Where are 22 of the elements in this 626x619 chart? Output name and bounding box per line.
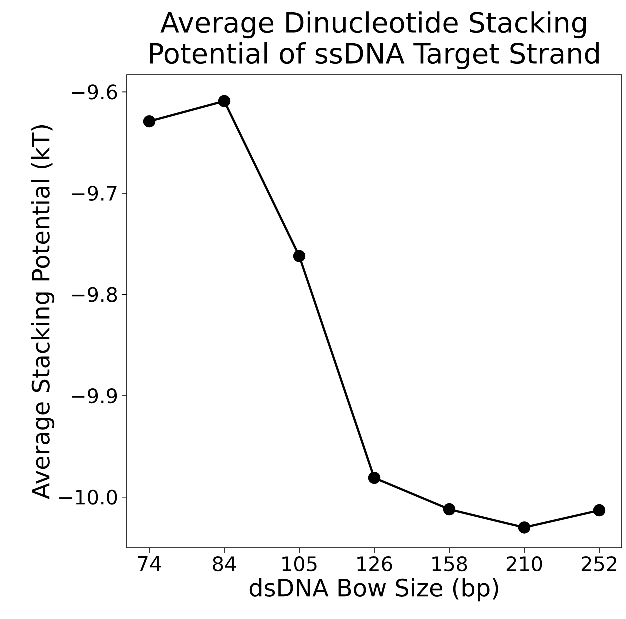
x-tick-label: 84 — [213, 556, 236, 572]
y-tick-label: −10.0 — [60, 490, 118, 505]
y-tick-label: −9.6 — [72, 84, 118, 100]
x-tick-label: 74 — [138, 556, 162, 572]
x-tick-label: 210 — [506, 556, 542, 572]
point — [293, 250, 306, 262]
point — [218, 95, 231, 108]
point — [443, 503, 456, 516]
x-tick-label: 105 — [282, 556, 317, 572]
x-tick-label: 158 — [432, 556, 468, 572]
point — [143, 115, 156, 128]
y-tick-label: −9.8 — [72, 287, 118, 302]
x-tick-label: 252 — [582, 556, 617, 572]
x-tick-label: 126 — [358, 556, 392, 572]
y-axis-title: Average Stacking Potential (kT) — [31, 126, 55, 500]
x-axis-title: dsDNA Bow Size (bp) — [250, 578, 498, 602]
chart-title: Average Dinucleotide Stacking Potential of ssDNA Target Strand — [150, 12, 599, 70]
point — [593, 504, 606, 517]
y-tick-label: −9.7 — [72, 186, 117, 202]
point — [518, 522, 531, 534]
y-tick-label: −9.9 — [72, 388, 118, 404]
point — [368, 472, 381, 484]
